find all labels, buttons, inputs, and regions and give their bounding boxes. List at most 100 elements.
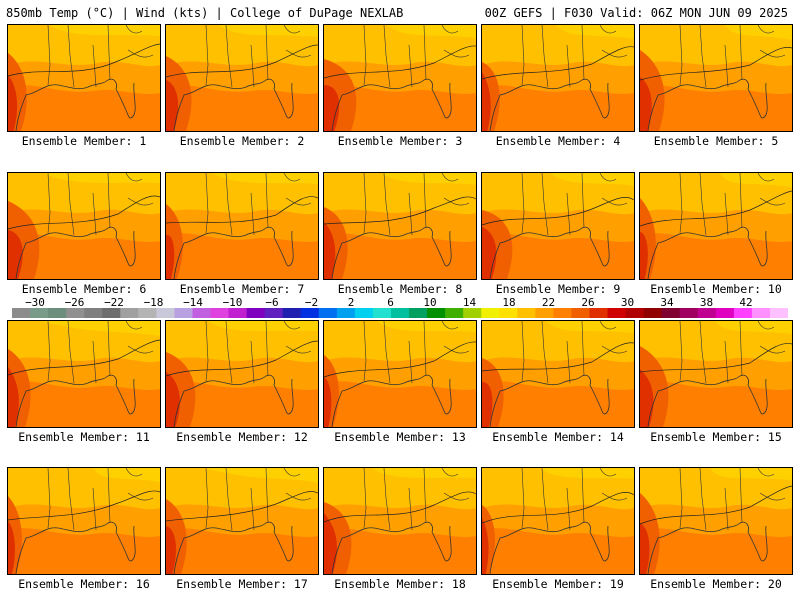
colorbar-tick-label: 42 <box>739 296 753 309</box>
colorbar-swatch <box>571 308 590 318</box>
colorbar-swatch <box>66 308 85 318</box>
colorbar-swatch <box>427 308 446 318</box>
colorbar-swatch <box>535 308 554 318</box>
colorbar-tick-label: 30 <box>620 296 635 309</box>
ensemble-member-label: Ensemble Member: 15 <box>650 430 782 444</box>
colorbar-tick-labels: −30 −26 −22 −18 −14 −10 −6 −2 2 6 10 14 18 22 26 30 34 38… <box>0 296 800 309</box>
colorbar-swatch <box>264 308 284 318</box>
colorbar-swatch <box>661 308 681 318</box>
colorbar-tick-label: −2 <box>304 296 319 309</box>
ensemble-map-panel <box>639 467 793 575</box>
colorbar-tick-label: 14 <box>462 296 477 309</box>
ensemble-map-panel <box>165 467 319 575</box>
colorbar-tick-label: 2 <box>347 296 355 309</box>
ensemble-map-panel <box>7 24 161 132</box>
ensemble-map-panel <box>639 172 793 280</box>
ensemble-map-panel <box>481 320 635 428</box>
colorbar-swatch <box>174 308 193 318</box>
colorbar-tick-label: −14 <box>183 296 203 309</box>
colorbar-tick-label: −10 <box>222 296 243 309</box>
ensemble-map-panel <box>165 172 319 280</box>
colorbar-swatch <box>481 308 500 318</box>
colorbar-swatch <box>210 308 230 318</box>
ensemble-map-panel <box>323 467 477 575</box>
ensemble-member-label: Ensemble Member: 5 <box>653 134 779 148</box>
ensemble-map-panel <box>165 320 319 428</box>
ensemble-map-panel <box>7 467 161 575</box>
colorbar-swatch <box>48 308 67 318</box>
ensemble-map-panel <box>7 172 161 280</box>
colorbar-tick-label: 34 <box>660 296 674 309</box>
ensemble-member-label: Ensemble Member: 8 <box>337 282 463 296</box>
ensemble-member-label: Ensemble Member: 14 <box>492 430 624 444</box>
colorbar-swatch <box>589 308 609 318</box>
ensemble-member-label: Ensemble Member: 2 <box>179 134 305 148</box>
valid-time-label: 00Z GEFS | F030 Valid: 06Z MON JUN 09 20… <box>484 6 788 20</box>
colorbar-tick-label: 18 <box>502 296 516 309</box>
ensemble-member-label: Ensemble Member: 4 <box>495 134 621 148</box>
colorbar-swatch <box>120 308 139 318</box>
colorbar-tick-label: 10 <box>423 296 437 309</box>
colorbar-swatch <box>192 308 212 318</box>
colorbar-swatch <box>499 308 518 318</box>
colorbar-swatch <box>409 308 428 318</box>
colorbar-swatch <box>354 308 374 318</box>
ensemble-member-label: Ensemble Member: 6 <box>21 282 147 296</box>
colorbar-swatch <box>30 308 49 318</box>
ensemble-member-label: Ensemble Member: 18 <box>334 577 466 591</box>
colorbar-swatch <box>607 308 627 318</box>
colorbar-swatch <box>553 308 572 318</box>
colorbar-swatch <box>625 308 645 318</box>
colorbar-swatch <box>300 308 320 318</box>
colorbar-swatch <box>643 308 663 318</box>
colorbar-tick-label: 6 <box>387 296 394 309</box>
ensemble-member-label: Ensemble Member: 7 <box>179 282 305 296</box>
temperature-colorbar <box>12 308 788 318</box>
ensemble-member-label: Ensemble Member: 12 <box>176 430 308 444</box>
map-title: 850mb Temp (°C) | Wind (kts) | College o… <box>6 6 404 20</box>
colorbar-tick-label: −30 <box>25 296 45 309</box>
colorbar-tick-label: −26 <box>64 296 85 309</box>
ensemble-member-label: Ensemble Member: 13 <box>334 430 466 444</box>
colorbar-tick-label: −22 <box>104 296 124 309</box>
ensemble-map-panel <box>639 320 793 428</box>
ensemble-map-panel <box>7 320 161 428</box>
ensemble-map-panel <box>639 24 793 132</box>
ensemble-map-panel <box>323 320 477 428</box>
colorbar-swatch <box>463 308 482 318</box>
colorbar-swatch <box>390 308 410 318</box>
colorbar-tick-label: −18 <box>143 296 164 309</box>
colorbar-swatch <box>102 308 121 318</box>
colorbar-swatch <box>733 308 753 318</box>
ensemble-member-label: Ensemble Member: 1 <box>21 134 147 148</box>
ensemble-member-label: Ensemble Member: 17 <box>176 577 308 591</box>
ensemble-map-panel <box>481 172 635 280</box>
ensemble-member-label: Ensemble Member: 11 <box>18 430 150 444</box>
ensemble-member-label: Ensemble Member: 20 <box>650 577 782 591</box>
ensemble-map-panel <box>323 172 477 280</box>
colorbar-swatch <box>751 308 771 318</box>
colorbar-tick-label: −6 <box>265 296 279 309</box>
colorbar-swatch <box>138 308 157 318</box>
colorbar-swatch <box>445 308 464 318</box>
colorbar-swatch <box>715 308 735 318</box>
ensemble-map-panel <box>323 24 477 132</box>
ensemble-member-label: Ensemble Member: 19 <box>492 577 624 591</box>
colorbar-tick-label: 26 <box>581 296 595 309</box>
ensemble-member-label: Ensemble Member: 10 <box>650 282 782 296</box>
colorbar-swatch <box>246 308 266 318</box>
colorbar-swatch <box>517 308 536 318</box>
ensemble-map-panel <box>165 24 319 132</box>
colorbar-swatch <box>372 308 392 318</box>
ensemble-member-label: Ensemble Member: 16 <box>18 577 150 591</box>
colorbar-swatch <box>282 308 302 318</box>
colorbar-swatch <box>228 308 248 318</box>
colorbar-swatch <box>769 308 788 318</box>
ensemble-member-label: Ensemble Member: 3 <box>337 134 463 148</box>
ensemble-map-panel <box>481 24 635 132</box>
colorbar-swatch <box>12 308 31 318</box>
ensemble-map-panel <box>481 467 635 575</box>
colorbar-tick-label: 38 <box>699 296 714 309</box>
colorbar-swatch <box>84 308 103 318</box>
ensemble-member-label: Ensemble Member: 9 <box>495 282 621 296</box>
